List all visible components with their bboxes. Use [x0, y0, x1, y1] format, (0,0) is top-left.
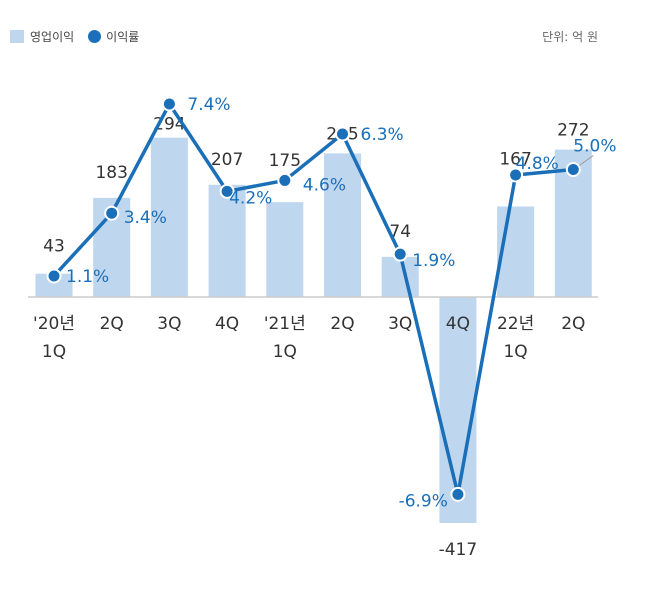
margin-point-4: [219, 183, 235, 199]
x-tick-label: '21년: [264, 314, 306, 334]
margin-point-9: [508, 167, 524, 183]
margin-point-5: [277, 172, 293, 188]
bar-value-label: 175: [269, 151, 301, 171]
margin-line: [52, 102, 574, 497]
bar-value-label: 74: [389, 222, 411, 242]
rate-label: 7.4%: [187, 95, 230, 115]
x-tick-label: 4Q: [446, 314, 470, 334]
rate-label: -6.9%: [399, 491, 448, 511]
legend-bar-swatch: [10, 30, 24, 43]
bar-value-label: 207: [211, 150, 243, 170]
leader-line: [579, 155, 594, 166]
bar-7: [381, 256, 419, 297]
x-tick-label: 1Q: [42, 342, 66, 362]
bar-value-label: 272: [557, 121, 589, 141]
rate-label: 6.3%: [361, 125, 404, 145]
bar-4: [208, 184, 246, 297]
legend-bar-label: 영업이익: [30, 30, 75, 44]
margin-point-10: [565, 162, 581, 178]
margin-point-6: [335, 126, 350, 142]
x-tick-label: 1Q: [273, 342, 297, 362]
rate-label: 4.2%: [229, 188, 272, 208]
x-tick-label: 4Q: [215, 314, 239, 334]
margin-point-7: [392, 246, 408, 262]
bar-3: [150, 137, 188, 297]
x-tick-label: 3Q: [157, 314, 181, 334]
bar-value-label: -417: [439, 540, 478, 560]
bar-value-label: 183: [95, 163, 127, 183]
margin-point-8: [450, 486, 466, 502]
x-tick-label: 2Q: [330, 314, 354, 334]
margin-point-2: [104, 205, 120, 221]
rate-label: 1.9%: [412, 251, 455, 271]
x-tick-label: 2Q: [561, 314, 585, 334]
rate-label: 4.6%: [303, 175, 346, 195]
x-tick-label: 1Q: [503, 342, 527, 362]
unit-label: 단위: 억 원: [542, 30, 598, 44]
rate-label: 3.4%: [124, 208, 167, 228]
bar-value-label: 43: [43, 237, 65, 257]
legend-line-swatch: [88, 30, 102, 43]
bar-1: [35, 273, 73, 297]
bar-5: [266, 202, 304, 297]
x-tick-label: 3Q: [388, 314, 412, 334]
rate-label: 1.1%: [66, 267, 109, 287]
rate-label: 4.8%: [516, 154, 559, 174]
x-tick-label: '20년: [33, 314, 75, 334]
margin-point-3: [161, 96, 177, 112]
legend-line-label: 이익률: [106, 30, 140, 44]
bar-value-label: 167: [499, 149, 531, 169]
rate-label: 5.0%: [573, 137, 616, 157]
legend: 영업이익 이익률: [10, 28, 139, 45]
margin-point-1: [46, 268, 62, 284]
x-tick-label: 2Q: [100, 314, 124, 334]
x-tick-label: 22년: [497, 314, 534, 334]
bar-6: [324, 153, 361, 297]
